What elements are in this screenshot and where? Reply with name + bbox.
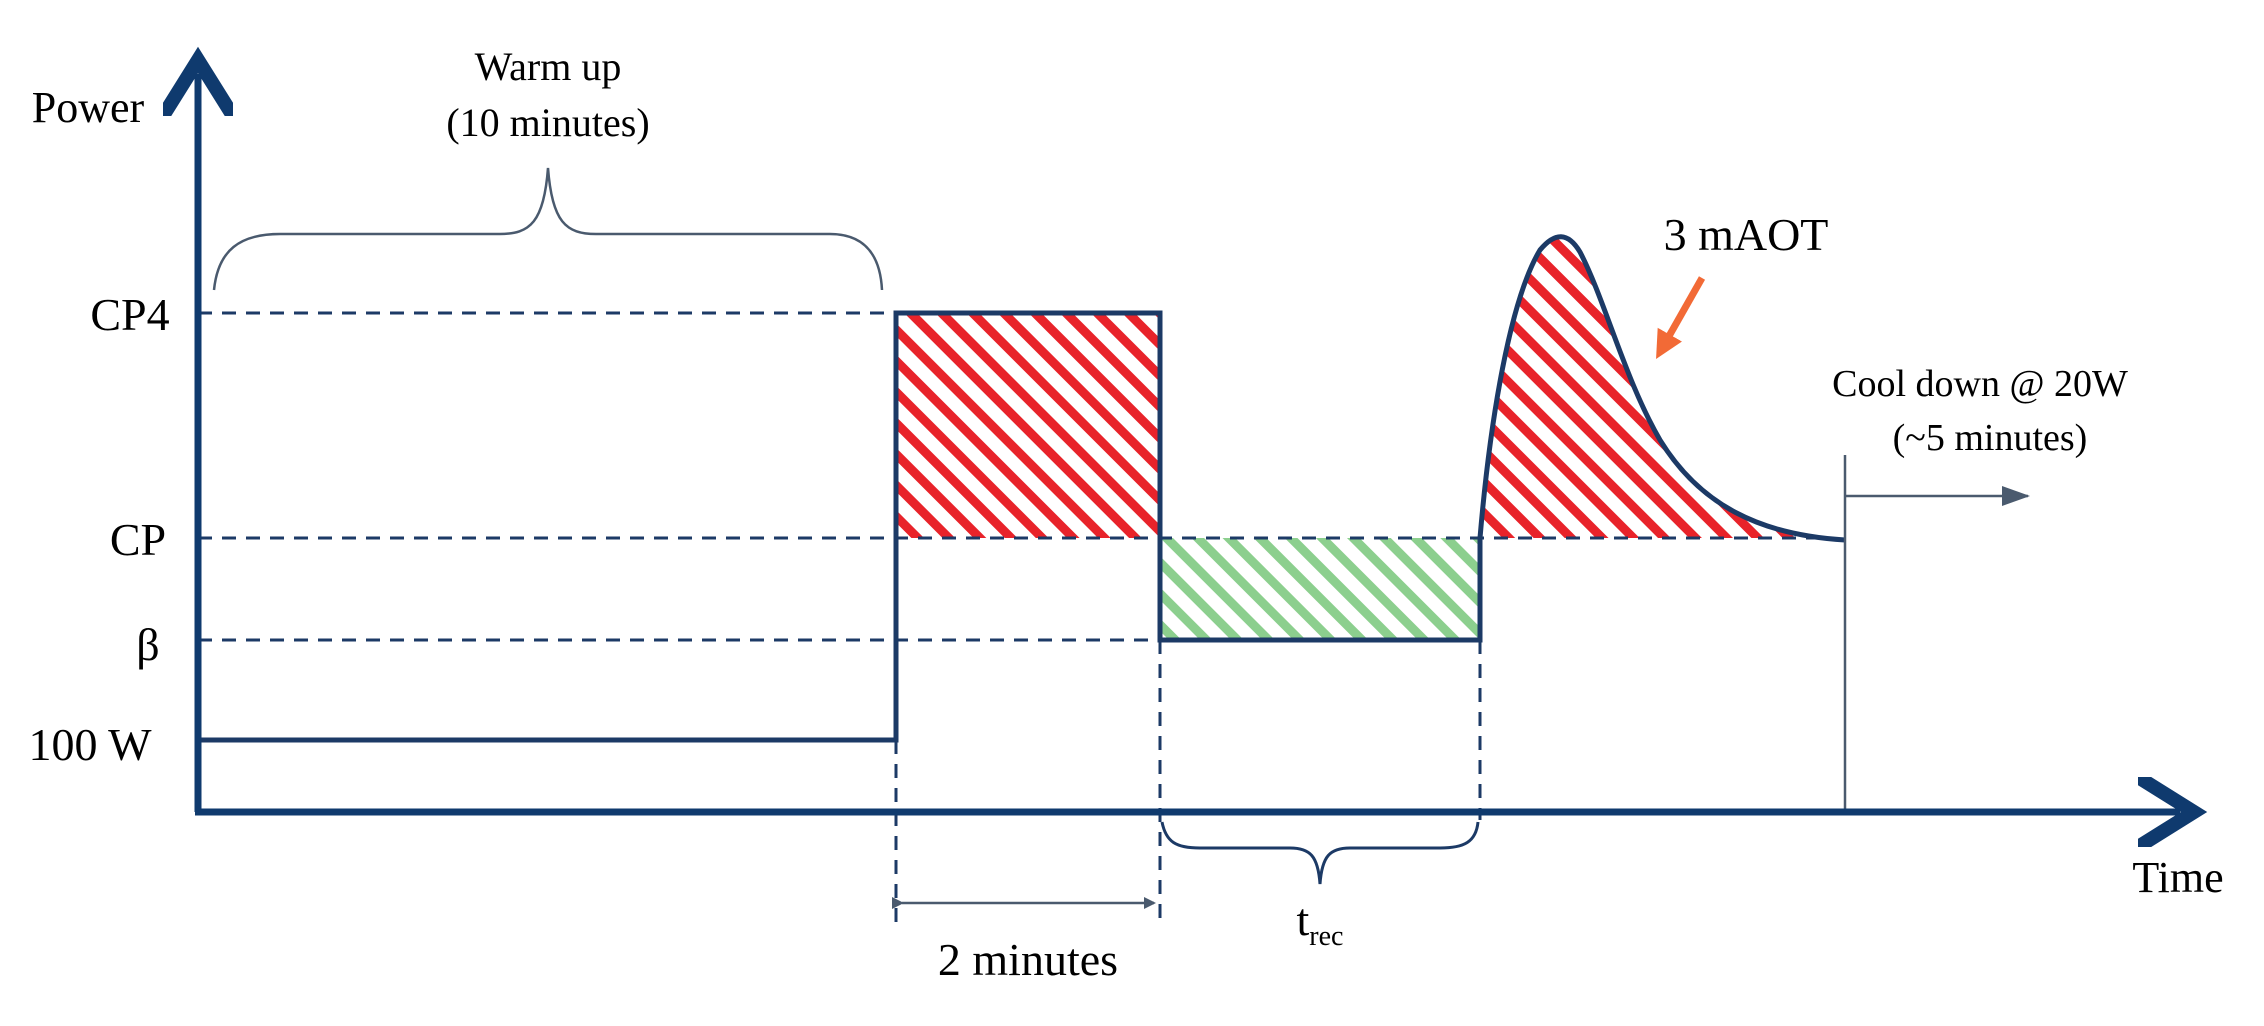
trec-main: t xyxy=(1297,894,1310,945)
two-minutes-label: 2 minutes xyxy=(938,934,1118,985)
peak-pointer-arrow xyxy=(1656,276,1706,359)
cooldown-label: Cool down @ 20W xyxy=(1832,363,2128,405)
power-profile-line xyxy=(198,234,1846,743)
warmup-brace xyxy=(212,167,884,291)
trec-subscript: rec xyxy=(1309,921,1343,952)
y-axis-label: Power xyxy=(32,83,145,132)
cooldown-duration-label: (~5 minutes) xyxy=(1893,417,2088,459)
level-label-beta: β xyxy=(136,619,159,670)
peak-label: 3 mAOT xyxy=(1664,209,1829,260)
x-axis-label: Time xyxy=(2132,853,2223,902)
surplus-area-peak xyxy=(1480,236,1830,539)
trec-brace xyxy=(1160,821,1480,885)
level-label-cp4: CP4 xyxy=(90,289,169,340)
surplus-area-cp4 xyxy=(896,313,1160,538)
trec-label: trec xyxy=(1297,894,1344,952)
level-label-cp: CP xyxy=(110,514,166,565)
recovery-area xyxy=(1160,538,1480,640)
level-label-100w: 100 W xyxy=(28,719,152,770)
warmup-duration-label: (10 minutes) xyxy=(446,100,649,145)
warmup-label: Warm up xyxy=(475,44,622,89)
